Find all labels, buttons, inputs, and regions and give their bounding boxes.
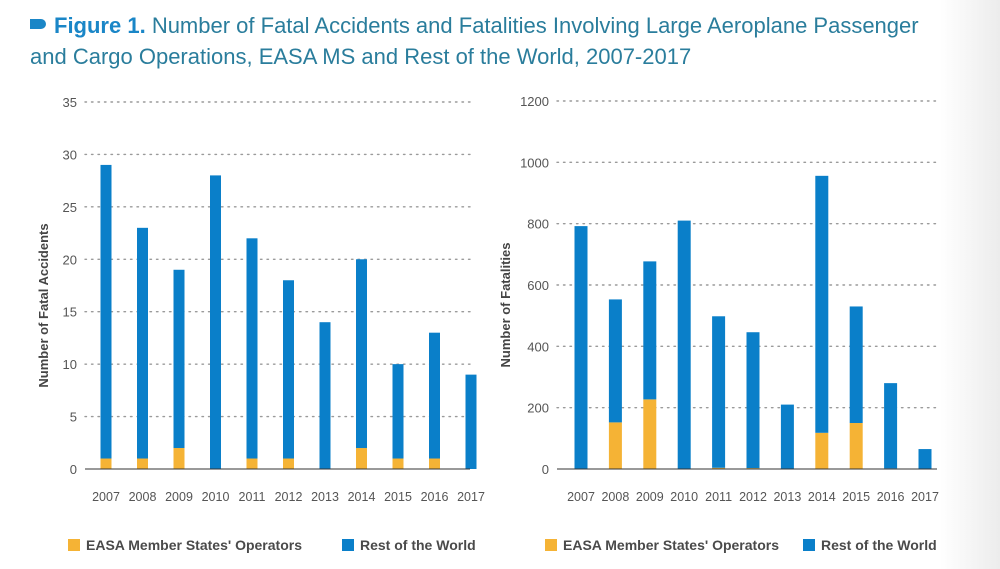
bar-easa (246, 458, 258, 469)
y-tick-label: 800 (527, 217, 549, 232)
y-tick-label: 5 (70, 410, 77, 425)
bar-easa (712, 467, 726, 469)
legend-label-row: Rest of the World (821, 537, 937, 553)
bar-rest-of-world (677, 220, 691, 469)
x-tick-label: 2015 (384, 490, 412, 504)
bar-rest-of-world (319, 322, 331, 469)
bar-easa (608, 422, 622, 469)
x-tick-label: 2011 (705, 490, 732, 504)
legend-label-row: Rest of the World (360, 537, 476, 553)
x-tick-label: 2010 (202, 490, 230, 504)
bar-easa (356, 448, 367, 469)
bar-rest-of-world (283, 280, 294, 459)
legend-swatch-easa (68, 539, 80, 551)
bar-rest-of-world (429, 332, 440, 459)
y-tick-label: 15 (63, 305, 77, 320)
x-tick-label: 2011 (239, 490, 266, 504)
x-tick-label: 2012 (739, 490, 767, 504)
figure-label: Figure 1. (54, 13, 146, 38)
y-tick-label: 1200 (520, 94, 549, 109)
bar-easa (643, 399, 657, 469)
legend-swatch-row (803, 539, 815, 551)
bar-rest-of-world (356, 259, 367, 449)
bar-rest-of-world (465, 374, 477, 469)
bar-easa (429, 458, 440, 469)
bar-easa (392, 458, 404, 469)
legend-item-easa: EASA Member States' Operators (545, 537, 779, 553)
y-tick-label: 35 (63, 95, 77, 110)
bar-rest-of-world (137, 227, 148, 459)
fatal-accidents-chart: 0 5 10 15 20 25 30 35 Number of Fatal Accidents 2… (36, 95, 485, 504)
legend-swatch-row (342, 539, 354, 551)
y-tick-label: 1000 (520, 155, 549, 170)
bar-rest-of-world (574, 226, 588, 469)
bar-rest-of-world (608, 299, 622, 423)
bar-rest-of-world (712, 316, 726, 468)
legend-right: EASA Member States' Operators Rest of th… (545, 537, 977, 553)
x-tick-label: 2007 (92, 490, 120, 504)
y-tick-label: 200 (527, 401, 549, 416)
bar-rest-of-world (815, 175, 829, 433)
bar-rest-of-world (246, 238, 258, 459)
figure-title: Figure 1. Number of Fatal Accidents and … (30, 10, 930, 72)
x-tick-label: 2008 (129, 490, 157, 504)
y-tick-label: 30 (63, 147, 77, 162)
x-tick-label: 2009 (165, 490, 193, 504)
arrow-icon (30, 19, 46, 30)
x-tick-label: 2015 (842, 490, 870, 504)
y-tick-label: 25 (63, 200, 77, 215)
bar-rest-of-world (173, 269, 185, 449)
bar-rest-of-world (884, 383, 898, 469)
figure-title-text: Number of Fatal Accidents and Fatalities… (30, 13, 919, 69)
bar-easa (137, 458, 148, 469)
bar-rest-of-world (780, 404, 794, 469)
y-tick-label: 0 (542, 462, 549, 477)
x-tick-label: 2012 (275, 490, 303, 504)
bar-easa (100, 458, 112, 469)
legend-label-easa: EASA Member States' Operators (563, 537, 779, 553)
legend-swatch-easa (545, 539, 557, 551)
y-tick-label: 20 (63, 252, 77, 267)
bar-easa (849, 423, 863, 469)
x-tick-label: 2013 (773, 490, 801, 504)
y-tick-label: 10 (63, 357, 77, 372)
bar-rest-of-world (746, 332, 760, 469)
bar-rest-of-world (918, 449, 932, 469)
x-tick-label: 2009 (636, 490, 664, 504)
x-tick-label: 2007 (567, 490, 595, 504)
bar-rest-of-world (643, 261, 657, 400)
page-edge-shadow (940, 0, 1000, 569)
bar-easa (173, 448, 185, 469)
bar-rest-of-world (210, 175, 221, 469)
x-tick-label: 2017 (457, 490, 485, 504)
x-tick-label: 2013 (311, 490, 339, 504)
bar-rest-of-world (392, 364, 404, 459)
x-tick-label: 2016 (877, 490, 905, 504)
legend-item-easa: EASA Member States' Operators (68, 537, 302, 553)
x-tick-label: 2016 (421, 490, 449, 504)
legend-item-row: Rest of the World (803, 537, 937, 553)
bar-easa (815, 432, 829, 469)
bar-easa (283, 458, 294, 469)
y-tick-label: 600 (527, 278, 549, 293)
x-tick-label: 2014 (348, 490, 376, 504)
y-axis-label: Number of Fatalities (498, 243, 513, 368)
x-tick-label: 2010 (670, 490, 698, 504)
x-tick-label: 2017 (911, 490, 939, 504)
y-axis-label: Number of Fatal Accidents (36, 223, 51, 387)
legend-left: EASA Member States' Operators Rest of th… (68, 537, 516, 553)
x-tick-label: 2008 (601, 490, 629, 504)
bar-rest-of-world (849, 306, 863, 423)
legend-item-row: Rest of the World (342, 537, 476, 553)
bar-rest-of-world (100, 164, 112, 459)
legend-label-easa: EASA Member States' Operators (86, 537, 302, 553)
x-tick-label: 2014 (808, 490, 836, 504)
y-tick-label: 0 (70, 462, 77, 477)
y-tick-label: 400 (527, 339, 549, 354)
fatalities-chart: 0 200 400 600 800 1000 1200 Number of Fatalitie… (498, 94, 939, 504)
